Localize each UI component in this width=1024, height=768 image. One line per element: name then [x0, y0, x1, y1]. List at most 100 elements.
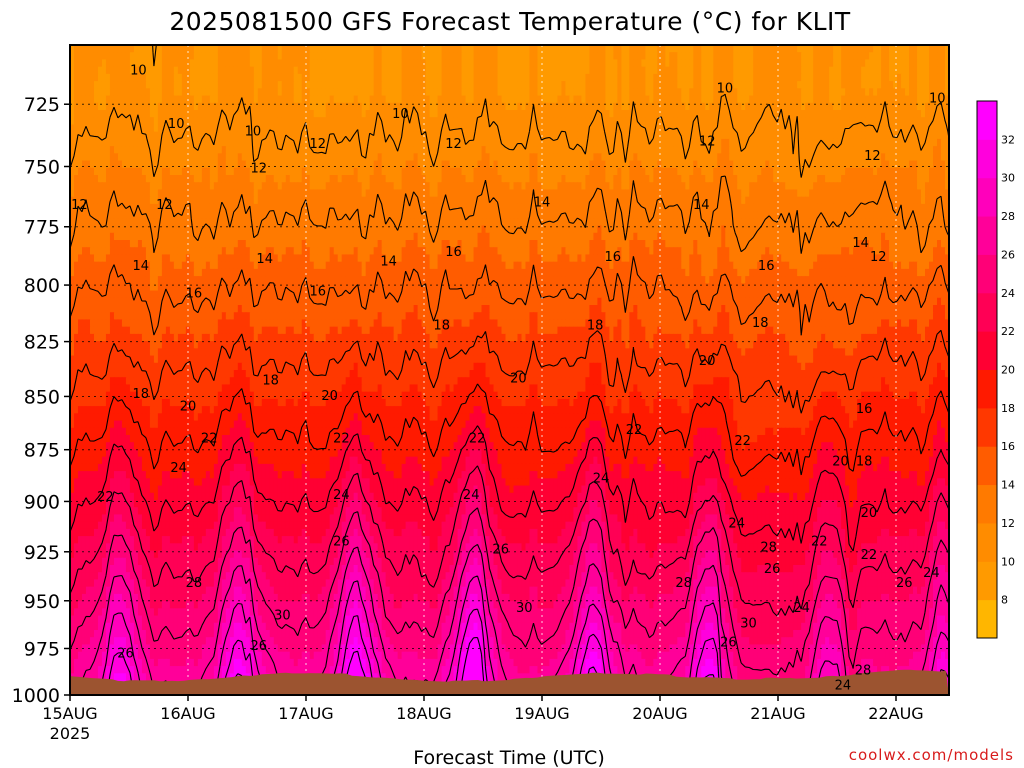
temperature-cell	[221, 138, 227, 147]
temperature-cell	[181, 81, 187, 89]
temperature-cell	[933, 95, 938, 104]
temperature-cell	[133, 196, 139, 205]
temperature-cell	[245, 66, 251, 75]
temperature-cell	[529, 52, 535, 61]
temperature-cell	[745, 124, 750, 133]
temperature-cell	[197, 59, 203, 68]
temperature-cell	[401, 52, 407, 61]
temperature-cell	[429, 110, 435, 118]
temperature-cell	[609, 160, 614, 169]
temperature-cell	[589, 182, 595, 191]
temperature-cell	[245, 59, 251, 68]
temperature-cell	[70, 196, 75, 205]
temperature-cell	[593, 124, 598, 133]
temperature-cell	[749, 102, 754, 111]
temperature-cell	[133, 73, 139, 82]
temperature-cell	[217, 182, 223, 191]
temperature-cell	[501, 175, 507, 183]
temperature-cell	[709, 59, 714, 68]
temperature-cell	[637, 66, 642, 75]
temperature-cell	[453, 88, 459, 97]
temperature-cell	[433, 124, 439, 133]
temperature-cell	[513, 167, 519, 176]
temperature-cell	[825, 110, 830, 118]
temperature-cell	[605, 196, 610, 205]
temperature-cell	[429, 95, 435, 104]
temperature-cell	[413, 66, 419, 75]
temperature-cell	[133, 138, 139, 147]
temperature-cell	[705, 102, 710, 111]
temperature-cell	[221, 66, 227, 75]
temperature-cell	[825, 102, 830, 111]
temperature-cell	[125, 59, 131, 68]
temperature-cell	[553, 146, 559, 154]
temperature-cell	[677, 196, 682, 205]
temperature-cell	[405, 59, 411, 68]
temperature-cell	[477, 160, 483, 169]
temperature-cell	[665, 117, 670, 126]
temperature-cell	[157, 59, 163, 68]
temperature-cell	[805, 45, 810, 53]
temperature-cell	[589, 196, 595, 205]
temperature-cell	[853, 95, 858, 104]
temperature-cell	[621, 59, 626, 68]
temperature-cell	[385, 196, 391, 205]
temperature-cell	[685, 189, 690, 198]
temperature-cell	[541, 138, 547, 147]
temperature-cell	[789, 160, 794, 169]
temperature-cell	[313, 117, 319, 126]
temperature-cell	[493, 59, 499, 68]
temperature-cell	[809, 189, 814, 198]
temperature-cell	[789, 66, 794, 75]
temperature-cell	[289, 203, 295, 212]
temperature-cell	[93, 117, 99, 126]
temperature-cell	[737, 45, 742, 53]
temperature-cell	[801, 88, 806, 97]
temperature-cell	[941, 153, 946, 162]
temperature-cell	[593, 59, 598, 68]
temperature-cell	[205, 66, 211, 75]
temperature-cell	[845, 81, 850, 89]
temperature-cell	[469, 45, 475, 53]
temperature-cell	[585, 160, 591, 169]
temperature-cell	[529, 95, 535, 104]
temperature-cell	[565, 73, 571, 82]
temperature-cell	[561, 117, 567, 126]
temperature-cell	[345, 153, 351, 162]
temperature-cell	[85, 153, 91, 162]
temperature-cell	[357, 182, 363, 191]
temperature-cell	[581, 175, 587, 183]
temperature-cell	[281, 52, 287, 61]
temperature-cell	[489, 146, 495, 154]
temperature-cell	[213, 66, 219, 75]
temperature-cell	[761, 73, 766, 82]
temperature-cell	[689, 196, 694, 205]
temperature-cell	[321, 175, 327, 183]
temperature-cell	[401, 153, 407, 162]
temperature-cell	[181, 52, 187, 61]
temperature-cell	[297, 203, 303, 212]
temperature-cell	[353, 59, 359, 68]
temperature-cell	[601, 189, 606, 198]
temperature-cell	[269, 66, 275, 75]
temperature-cell	[865, 196, 870, 205]
temperature-cell	[221, 59, 227, 68]
temperature-cell	[665, 153, 670, 162]
temperature-cell	[537, 182, 543, 191]
temperature-cell	[425, 146, 431, 154]
temperature-cell	[517, 95, 523, 104]
temperature-cell	[341, 196, 347, 205]
temperature-cell	[97, 81, 103, 89]
temperature-cell	[281, 45, 287, 53]
temperature-cell	[733, 182, 738, 191]
temperature-cell	[377, 52, 383, 61]
temperature-cell	[637, 175, 642, 183]
temperature-cell	[893, 196, 898, 205]
temperature-cell	[349, 146, 355, 154]
temperature-cell	[197, 196, 203, 205]
temperature-cell	[561, 59, 567, 68]
temperature-cell	[601, 167, 606, 176]
temperature-cell	[801, 45, 806, 53]
temperature-cell	[829, 117, 834, 126]
temperature-cell	[345, 203, 351, 212]
